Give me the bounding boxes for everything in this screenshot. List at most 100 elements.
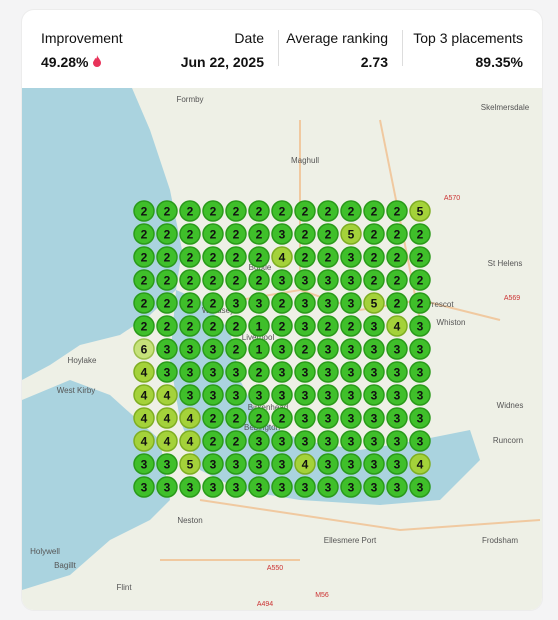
rank-marker [386,315,408,337]
rank-value: 3 [325,274,332,288]
rank-marker [317,315,339,337]
rank-marker [363,246,385,268]
rank-marker [363,476,385,498]
rank-value: 4 [164,412,171,426]
rank-marker [271,338,293,360]
rank-value: 2 [210,320,217,334]
place-label: Skelmersdale [481,103,530,112]
rank-cell: 3 [317,476,339,498]
rank-value: 3 [233,389,240,403]
rank-marker [225,476,247,498]
rank-value: 3 [325,481,332,495]
rank-cell: 3 [317,453,339,475]
rank-marker [317,223,339,245]
rank-cell: 2 [409,269,431,291]
rank-value: 3 [187,343,194,357]
stat-value: 2.73 [360,54,388,70]
rank-marker [202,453,224,475]
rank-cell: 5 [409,200,431,222]
rank-value: 2 [233,343,240,357]
rank-value: 2 [371,228,378,242]
rank-marker [156,292,178,314]
rank-marker [271,223,293,245]
rank-cell: 3 [317,430,339,452]
rank-marker [202,430,224,452]
rank-marker [225,407,247,429]
rank-value: 2 [417,297,424,311]
rank-value: 3 [302,412,309,426]
rank-cell: 2 [225,315,247,337]
rank-cell: 2 [225,200,247,222]
rank-value: 2 [279,205,286,219]
stat: Top 3 placements 89.35% [413,30,523,70]
rank-value: 2 [164,205,171,219]
rank-cell: 2 [202,269,224,291]
rank-value: 1 [256,343,263,357]
place-label: Ellesmere Port [324,536,377,545]
rank-marker [317,407,339,429]
rank-value: 5 [371,297,378,311]
rank-value: 3 [279,366,286,380]
rank-cell: 2 [317,223,339,245]
rank-cell: 3 [363,430,385,452]
rank-cell: 3 [202,384,224,406]
rank-marker [409,476,431,498]
rank-value: 2 [187,228,194,242]
rank-value: 2 [233,251,240,265]
place-label: Frodsham [482,536,518,545]
rank-cell: 2 [133,292,155,314]
rank-marker [409,269,431,291]
map: Formby Skelmersdale Maghull St Helens Bo… [22,88,542,610]
rank-marker [179,246,201,268]
rank-marker [156,269,178,291]
place-label: Maghull [291,156,319,165]
rank-cell: 2 [156,200,178,222]
stat-label: Date [234,30,264,46]
rank-cell: 3 [225,361,247,383]
rank-value: 2 [210,205,217,219]
rank-marker [179,292,201,314]
rank-value: 3 [302,320,309,334]
rank-value: 2 [279,320,286,334]
rank-marker [248,407,270,429]
rank-cell: 3 [340,407,362,429]
rank-value: 3 [348,481,355,495]
rank-grid: 2 2 2 2 2 2 2 2 2 2 2 2 5 2 2 2 2 2 2 3 2 2 5 2 2 2 2 2 2 2 2 2 4 2 2 3 2 2 2 2… [133,200,431,498]
rank-cell: 2 [133,315,155,337]
rank-value: 2 [394,228,401,242]
rank-marker [271,269,293,291]
rank-cell: 3 [409,338,431,360]
rank-marker [248,269,270,291]
rank-marker [202,407,224,429]
rank-value: 4 [187,435,194,449]
rank-marker [156,200,178,222]
rank-cell: 1 [248,315,270,337]
rank-cell: 3 [156,476,178,498]
rank-cell: 3 [363,361,385,383]
rank-marker [156,315,178,337]
rank-marker [294,269,316,291]
rank-marker [133,200,155,222]
rank-cell: 2 [202,292,224,314]
rank-value: 3 [348,297,355,311]
rank-value: 4 [417,458,424,472]
rank-value: 3 [233,366,240,380]
rank-value: 2 [164,320,171,334]
rank-value: 3 [256,458,263,472]
rank-cell: 2 [179,223,201,245]
place-label: Hoylake [68,356,97,365]
rank-value: 2 [141,274,148,288]
rank-value: 5 [187,458,194,472]
rank-marker [225,292,247,314]
rank-marker [225,246,247,268]
rank-value: 3 [348,251,355,265]
rank-cell: 5 [340,223,362,245]
rank-value: 3 [164,458,171,472]
rank-marker [179,476,201,498]
rank-cell: 2 [317,315,339,337]
rank-marker [386,407,408,429]
rank-value: 2 [164,228,171,242]
rank-value: 3 [325,343,332,357]
rank-cell: 3 [340,338,362,360]
rank-marker [409,430,431,452]
